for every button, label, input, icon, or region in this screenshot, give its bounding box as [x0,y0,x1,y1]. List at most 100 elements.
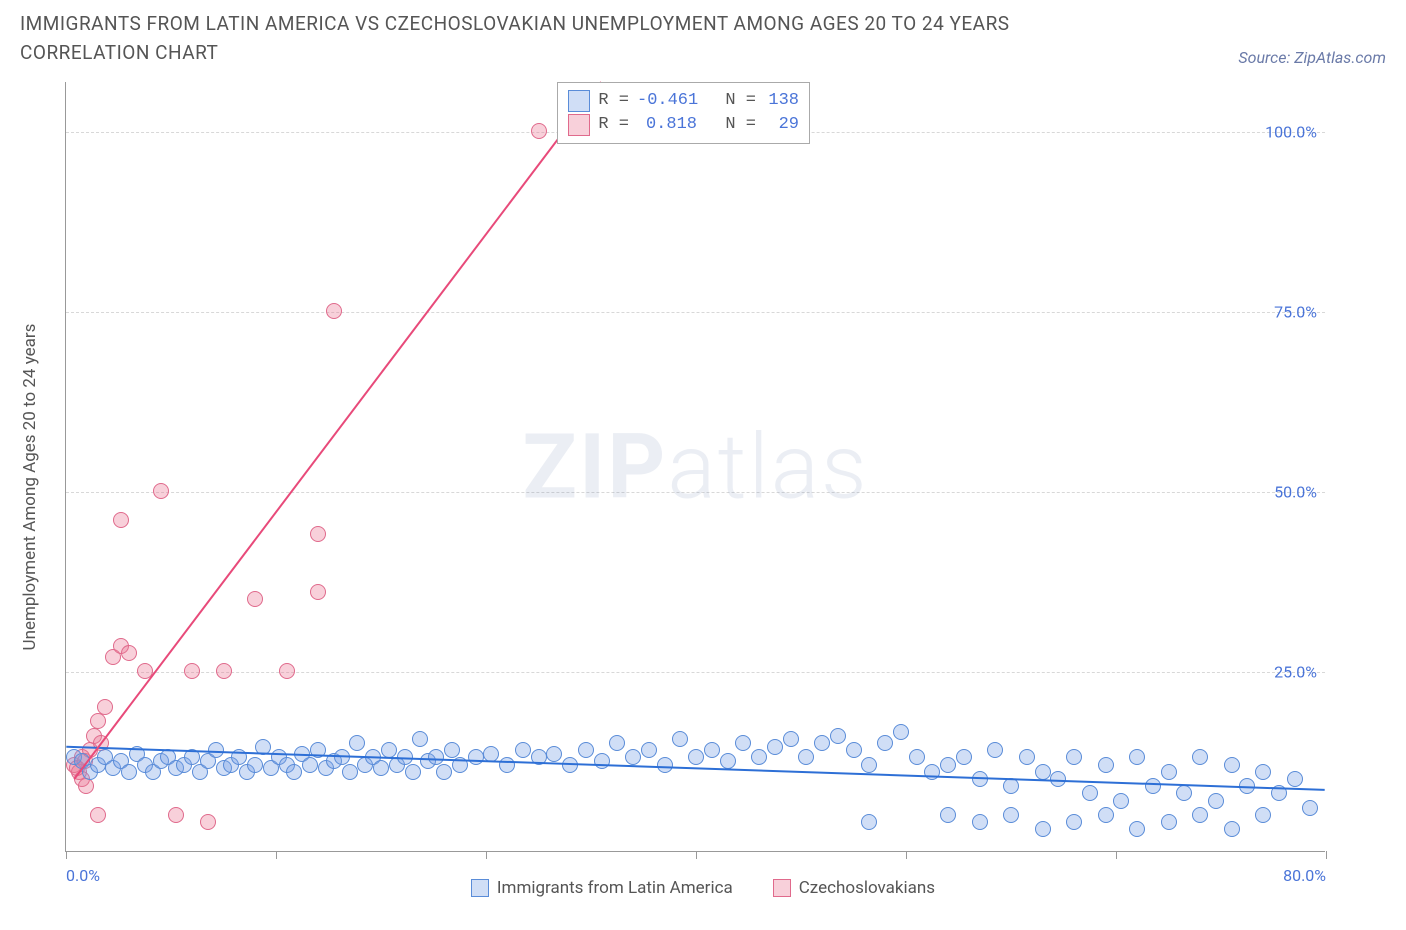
blue-point [546,746,562,762]
blue-point [625,749,641,765]
blue-swatch-icon [471,879,489,897]
gridline [66,312,1325,313]
chart-title: IMMIGRANTS FROM LATIN AMERICA VS CZECHOS… [20,10,1120,67]
pink-swatch-icon [568,114,590,136]
blue-point [846,742,862,758]
legend-n-label: N = [705,89,756,113]
x-tick [486,851,487,859]
blue-point [767,739,783,755]
x-tick [696,851,697,859]
y-tick-label: 50.0% [1247,483,1317,502]
blue-point [342,764,358,780]
pink-swatch-icon [773,879,791,897]
blue-point [405,764,421,780]
blue-point [515,742,531,758]
x-tick [1326,851,1327,859]
blue-point [1129,749,1145,765]
chart-container: Unemployment Among Ages 20 to 24 years Z… [10,72,1396,902]
x-tick [1116,851,1117,859]
blue-point [972,814,988,830]
pink-point [137,663,153,679]
series-legend: Immigrants from Latin America Czechoslova… [10,878,1396,902]
pink-point [168,807,184,823]
watermark: ZIPatlas [522,414,868,519]
series-legend-pink: Czechoslovakians [773,878,935,898]
blue-point [909,749,925,765]
blue-point [1208,793,1224,809]
blue-point [373,760,389,776]
legend-n-value: 29 [764,113,799,137]
pink-point [326,303,342,319]
blue-point [1176,785,1192,801]
legend-r-label: R = [598,89,629,113]
blue-point [657,757,673,773]
blue-point [861,814,877,830]
pink-point [200,814,216,830]
pink-point [78,778,94,794]
pink-point [310,526,326,542]
blue-point [940,757,956,773]
blue-point [987,742,1003,758]
blue-point [247,757,263,773]
pink-point [97,699,113,715]
pink-point [531,123,547,139]
blue-point [1035,821,1051,837]
blue-point [594,753,610,769]
blue-point [688,749,704,765]
blue-point [1129,821,1145,837]
series-legend-blue: Immigrants from Latin America [471,878,733,898]
blue-point [483,746,499,762]
blue-point [1224,757,1240,773]
blue-point [1066,749,1082,765]
blue-point [499,757,515,773]
blue-point [468,749,484,765]
blue-swatch-icon [568,90,590,112]
legend-r-label: R = [598,113,629,137]
pink-trendline [74,82,601,779]
blue-point [208,742,224,758]
blue-point [310,742,326,758]
blue-point [924,764,940,780]
x-tick [906,851,907,859]
blue-point [972,771,988,787]
y-axis-label: Unemployment Among Ages 20 to 24 years [20,324,40,651]
blue-point [1287,771,1303,787]
blue-point [1098,757,1114,773]
pink-point [153,483,169,499]
blue-point [562,757,578,773]
legend-n-label: N = [705,113,756,137]
y-tick-label: 75.0% [1247,303,1317,322]
blue-point [121,764,137,780]
plot-area: ZIPatlas R = -0.461 N = 138R = 0.818 N =… [65,82,1325,852]
blue-point [751,749,767,765]
blue-point [641,742,657,758]
blue-point [1035,764,1051,780]
blue-point [1003,778,1019,794]
x-tick [276,851,277,859]
blue-point [704,742,720,758]
blue-point [1255,764,1271,780]
chart-header: IMMIGRANTS FROM LATIN AMERICA VS CZECHOS… [10,10,1396,72]
legend-row-pink: R = 0.818 N = 29 [568,113,799,137]
blue-point [1066,814,1082,830]
correlation-legend: R = -0.461 N = 138R = 0.818 N = 29 [557,82,810,144]
blue-point [1145,778,1161,794]
blue-point [1003,807,1019,823]
blue-point [893,724,909,740]
blue-point [672,731,688,747]
blue-point [1255,807,1271,823]
blue-point [877,735,893,751]
y-tick-label: 100.0% [1247,123,1317,142]
blue-point [1192,807,1208,823]
blue-point [609,735,625,751]
blue-point [1113,793,1129,809]
series-label: Immigrants from Latin America [497,878,733,898]
blue-point [1019,749,1035,765]
blue-point [1098,807,1114,823]
y-tick-label: 25.0% [1247,663,1317,682]
blue-point [578,742,594,758]
blue-point [349,735,365,751]
gridline [66,672,1325,673]
legend-r-value: -0.461 [637,89,697,113]
blue-point [783,731,799,747]
